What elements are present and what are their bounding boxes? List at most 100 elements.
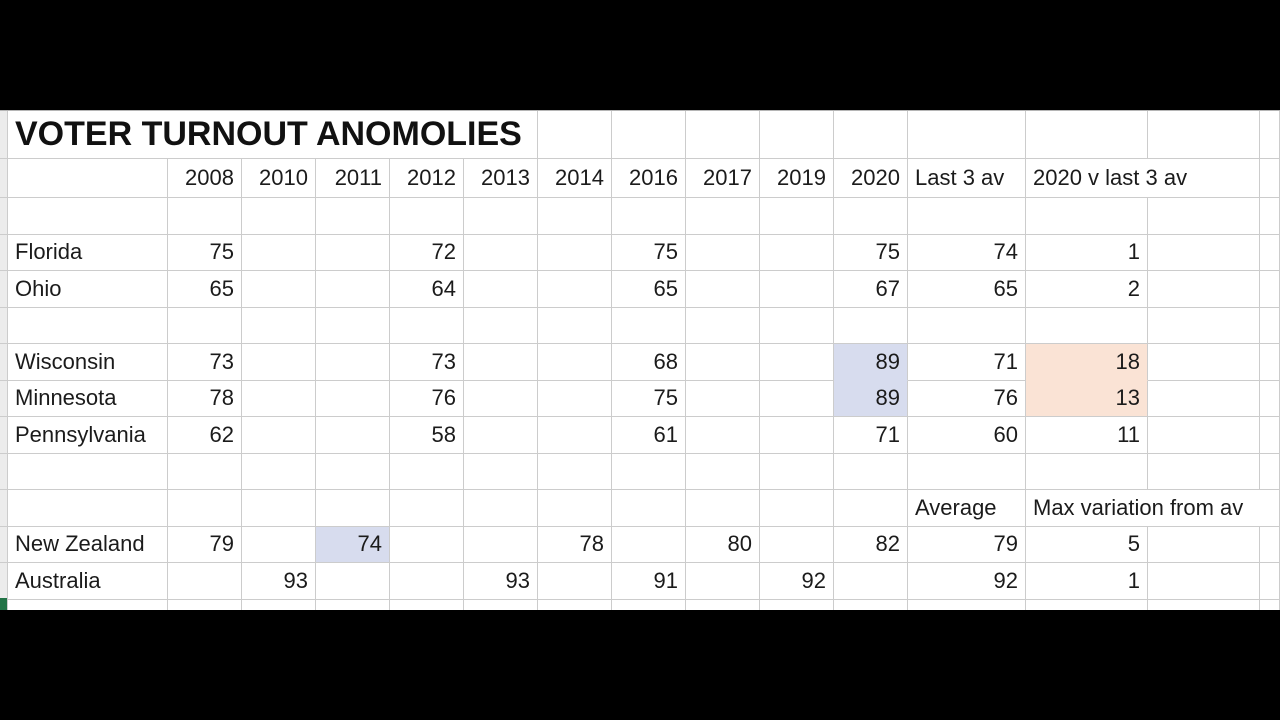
cell[interactable] <box>1260 344 1280 381</box>
cell[interactable] <box>1260 271 1280 308</box>
cell-wisconsin-2012[interactable]: 73 <box>390 344 464 381</box>
cell-australia-2010[interactable]: 93 <box>242 563 316 600</box>
cell[interactable] <box>834 563 908 600</box>
cell[interactable] <box>8 490 168 527</box>
row-label-australia[interactable]: Australia <box>8 563 168 600</box>
cell-pennsylvania-2016[interactable]: 61 <box>612 417 686 454</box>
cell-minnesota-2008[interactable]: 78 <box>168 380 242 417</box>
cell-pennsylvania-last-3-av[interactable]: 60 <box>908 417 1026 454</box>
cell-minnesota-2016[interactable]: 75 <box>612 380 686 417</box>
cell[interactable] <box>8 307 168 344</box>
cell[interactable] <box>760 526 834 563</box>
cell[interactable] <box>908 453 1026 490</box>
cell[interactable] <box>390 198 464 235</box>
cell-florida-2012[interactable]: 72 <box>390 234 464 271</box>
cell[interactable] <box>538 111 612 159</box>
cell[interactable] <box>686 563 760 600</box>
cell-florida-2008[interactable]: 75 <box>168 234 242 271</box>
cell[interactable] <box>242 198 316 235</box>
cell[interactable] <box>1148 198 1260 235</box>
cell[interactable] <box>1026 307 1148 344</box>
cell[interactable] <box>316 307 390 344</box>
cell-minnesota-last-3-av[interactable]: 76 <box>908 380 1026 417</box>
cell-australia-last-3-av[interactable]: 92 <box>908 563 1026 600</box>
cell[interactable] <box>538 490 612 527</box>
cell[interactable] <box>1148 271 1260 308</box>
cell[interactable] <box>242 234 316 271</box>
cell[interactable] <box>760 380 834 417</box>
cell[interactable] <box>8 198 168 235</box>
cell[interactable] <box>1148 234 1260 271</box>
cell[interactable] <box>908 307 1026 344</box>
cell-ohio-2008[interactable]: 65 <box>168 271 242 308</box>
column-header-2014[interactable]: 2014 <box>538 159 612 198</box>
cell[interactable] <box>464 490 538 527</box>
cell[interactable] <box>908 198 1026 235</box>
cell[interactable] <box>538 234 612 271</box>
cell-pennsylvania-2008[interactable]: 62 <box>168 417 242 454</box>
row-label-pennsylvania[interactable]: Pennsylvania <box>8 417 168 454</box>
cell[interactable] <box>1148 417 1260 454</box>
cell[interactable] <box>1026 198 1148 235</box>
cell[interactable] <box>464 234 538 271</box>
cell-minnesota-2012[interactable]: 76 <box>390 380 464 417</box>
cell[interactable] <box>686 234 760 271</box>
cell[interactable] <box>1148 111 1260 159</box>
cell-wisconsin-2020[interactable]: 89 <box>834 344 908 381</box>
cell[interactable] <box>242 344 316 381</box>
cell[interactable] <box>1148 380 1260 417</box>
cell-ohio-2020[interactable]: 67 <box>834 271 908 308</box>
cell[interactable] <box>316 453 390 490</box>
cell[interactable] <box>1148 344 1260 381</box>
cell[interactable] <box>316 271 390 308</box>
cell[interactable] <box>464 307 538 344</box>
cell[interactable] <box>464 198 538 235</box>
column-header-2010[interactable]: 2010 <box>242 159 316 198</box>
cell[interactable] <box>242 453 316 490</box>
cell[interactable] <box>538 453 612 490</box>
cell[interactable] <box>390 490 464 527</box>
cell[interactable] <box>686 111 760 159</box>
cell-new-zealand-2020-v-last-3-av[interactable]: 5 <box>1026 526 1148 563</box>
cell[interactable] <box>1026 111 1148 159</box>
cell-australia-2020-v-last-3-av[interactable]: 1 <box>1026 563 1148 600</box>
cell-ohio-2020-v-last-3-av[interactable]: 2 <box>1026 271 1148 308</box>
cell[interactable] <box>538 417 612 454</box>
cell[interactable] <box>390 307 464 344</box>
cell[interactable] <box>834 198 908 235</box>
cell[interactable] <box>760 198 834 235</box>
column-header-last-3-av[interactable]: Last 3 av <box>908 159 1026 198</box>
cell[interactable] <box>390 453 464 490</box>
cell[interactable] <box>760 453 834 490</box>
cell[interactable] <box>538 198 612 235</box>
cell[interactable] <box>612 526 686 563</box>
cell-wisconsin-2016[interactable]: 68 <box>612 344 686 381</box>
cell[interactable] <box>1148 563 1260 600</box>
cell-florida-2020[interactable]: 75 <box>834 234 908 271</box>
cell[interactable] <box>1148 453 1260 490</box>
cell[interactable] <box>686 307 760 344</box>
sheet-title-cell[interactable]: VOTER TURNOUT ANOMOLIES <box>8 111 538 159</box>
cell[interactable] <box>686 380 760 417</box>
cell-ohio-2016[interactable]: 65 <box>612 271 686 308</box>
cell[interactable] <box>834 307 908 344</box>
cell-australia-2019[interactable]: 92 <box>760 563 834 600</box>
cell[interactable] <box>316 490 390 527</box>
cell[interactable] <box>686 490 760 527</box>
cell[interactable] <box>242 526 316 563</box>
cell[interactable] <box>686 453 760 490</box>
cell[interactable] <box>242 307 316 344</box>
cell[interactable] <box>168 490 242 527</box>
cell[interactable] <box>760 307 834 344</box>
cell-wisconsin-2020-v-last-3-av[interactable]: 18 <box>1026 344 1148 381</box>
column-header-2020-v-last-3-av[interactable]: 2020 v last 3 av <box>1026 159 1260 198</box>
cell[interactable] <box>686 271 760 308</box>
cell-australia-2016[interactable]: 91 <box>612 563 686 600</box>
column-header-2016[interactable]: 2016 <box>612 159 686 198</box>
cell[interactable] <box>464 380 538 417</box>
cell[interactable] <box>8 159 168 198</box>
cell-ohio-last-3-av[interactable]: 65 <box>908 271 1026 308</box>
column-header-2017[interactable]: 2017 <box>686 159 760 198</box>
row-label-florida[interactable]: Florida <box>8 234 168 271</box>
cell[interactable] <box>612 198 686 235</box>
